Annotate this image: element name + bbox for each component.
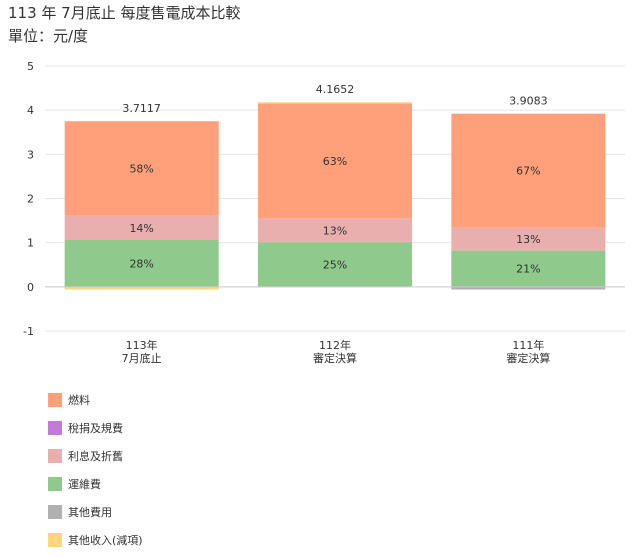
y-tick-label: 4 xyxy=(27,104,34,117)
legend-label: 稅捐及規費 xyxy=(68,422,123,435)
segment-label: 63% xyxy=(323,155,347,168)
y-tick-label: 5 xyxy=(27,60,34,73)
x-tick-label: 審定決算 xyxy=(313,351,357,365)
bar-segment xyxy=(451,286,606,290)
y-tick-label: 3 xyxy=(27,148,34,161)
total-label: 3.7117 xyxy=(122,102,161,115)
legend-label: 運維費 xyxy=(68,478,101,491)
segment-label: 13% xyxy=(323,224,347,237)
legend-item[interactable]: 運維費 xyxy=(48,470,143,498)
bar-segment xyxy=(258,242,412,287)
x-tick-label: 111年 xyxy=(512,338,544,352)
y-tick-label: -1 xyxy=(23,325,34,338)
bar-segment xyxy=(64,215,219,241)
legend-swatch xyxy=(48,477,62,491)
bar-segment xyxy=(64,121,219,216)
segment-label: 58% xyxy=(129,162,153,175)
x-tick-label: 113年 xyxy=(126,338,158,352)
x-tick-label: 審定決算 xyxy=(506,351,550,365)
bar-segment xyxy=(64,240,219,287)
legend-swatch xyxy=(48,393,62,407)
legend-item[interactable]: 利息及折舊 xyxy=(48,442,143,470)
bar-segment xyxy=(258,218,412,243)
segment-label: 28% xyxy=(129,257,153,270)
bar-segment xyxy=(451,227,606,251)
legend-label: 其他費用 xyxy=(68,506,112,519)
segment-label: 67% xyxy=(516,165,540,178)
segment-label: 13% xyxy=(516,233,540,246)
legend-swatch xyxy=(48,505,62,519)
legend-item[interactable]: 其他收入(減項) xyxy=(48,526,143,554)
legend-swatch xyxy=(48,449,62,463)
bar-segment xyxy=(258,102,412,104)
segment-label: 25% xyxy=(323,259,347,272)
bar-segment xyxy=(64,286,219,290)
legend-item[interactable]: 其他費用 xyxy=(48,498,143,526)
segment-label: 21% xyxy=(516,263,540,276)
legend-swatch xyxy=(48,533,62,547)
bar-segment xyxy=(258,103,412,219)
x-tick-label: 112年 xyxy=(319,338,351,352)
legend-label: 利息及折舊 xyxy=(68,450,123,463)
legend-label: 其他收入(減項) xyxy=(68,534,143,547)
y-tick-label: 1 xyxy=(27,237,34,250)
x-tick-label: 7月底止 xyxy=(122,351,162,365)
legend-item[interactable]: 稅捐及規費 xyxy=(48,414,143,442)
y-tick-label: 2 xyxy=(27,193,34,206)
bar-segment xyxy=(451,250,606,287)
y-tick-label: 0 xyxy=(27,281,34,294)
bar-segment xyxy=(451,113,606,228)
legend-swatch xyxy=(48,421,62,435)
segment-label: 14% xyxy=(129,222,153,235)
chart-title: 113 年 7月底止 每度售電成本比較 xyxy=(8,4,241,22)
total-label: 3.9083 xyxy=(509,95,548,108)
chart-subtitle: 單位：元/度 xyxy=(8,27,89,45)
total-label: 4.1652 xyxy=(316,83,355,96)
chart-legend: 燃料稅捐及規費利息及折舊運維費其他費用其他收入(減項) xyxy=(48,386,143,554)
legend-item[interactable]: 燃料 xyxy=(48,386,143,414)
legend-label: 燃料 xyxy=(68,394,90,407)
